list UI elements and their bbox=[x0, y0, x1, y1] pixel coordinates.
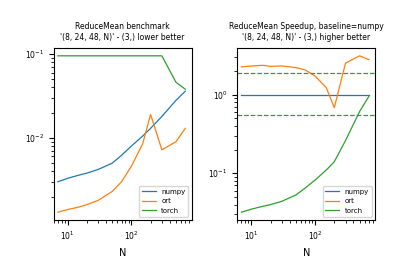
ort bbox=[313, 74, 318, 78]
torch bbox=[56, 54, 60, 57]
X-axis label: N: N bbox=[119, 248, 126, 258]
Line: torch: torch bbox=[242, 96, 369, 212]
ort bbox=[357, 54, 362, 57]
numpy bbox=[76, 173, 81, 177]
torch bbox=[160, 54, 164, 57]
ort bbox=[96, 199, 100, 202]
torch bbox=[343, 139, 348, 142]
torch bbox=[260, 205, 265, 208]
numpy bbox=[129, 144, 134, 148]
ort bbox=[249, 64, 254, 68]
Legend: numpy, ort, torch: numpy, ort, torch bbox=[323, 186, 372, 217]
numpy bbox=[279, 93, 284, 96]
ort bbox=[260, 64, 265, 67]
numpy bbox=[343, 93, 348, 96]
torch bbox=[65, 54, 70, 57]
numpy bbox=[174, 99, 178, 102]
numpy bbox=[140, 134, 145, 138]
ort bbox=[279, 64, 284, 68]
ort bbox=[366, 58, 371, 61]
ort bbox=[343, 62, 348, 65]
ort bbox=[110, 190, 115, 193]
numpy bbox=[324, 93, 329, 96]
torch bbox=[183, 88, 188, 91]
torch bbox=[119, 54, 124, 57]
numpy bbox=[110, 162, 115, 165]
torch bbox=[96, 54, 100, 57]
ort bbox=[140, 142, 145, 146]
ort bbox=[324, 86, 329, 89]
Legend: numpy, ort, torch: numpy, ort, torch bbox=[139, 186, 188, 217]
Title: ReduceMean benchmark
'(8, 24, 48, N)' - (3,) lower better: ReduceMean benchmark '(8, 24, 48, N)' - … bbox=[60, 22, 185, 42]
numpy bbox=[357, 93, 362, 96]
numpy bbox=[119, 154, 124, 157]
numpy bbox=[239, 93, 244, 96]
torch bbox=[76, 54, 81, 57]
Line: numpy: numpy bbox=[58, 91, 185, 182]
torch bbox=[332, 160, 337, 164]
ort bbox=[148, 113, 153, 116]
torch bbox=[140, 54, 145, 57]
numpy bbox=[268, 93, 273, 96]
torch bbox=[148, 54, 153, 57]
torch bbox=[357, 110, 362, 113]
numpy bbox=[148, 127, 153, 130]
torch bbox=[279, 200, 284, 203]
torch bbox=[129, 54, 134, 57]
ort bbox=[119, 180, 124, 183]
numpy bbox=[56, 180, 60, 183]
ort bbox=[76, 205, 81, 209]
ort bbox=[239, 65, 244, 69]
numpy bbox=[260, 93, 265, 96]
ort bbox=[84, 203, 89, 206]
numpy bbox=[65, 177, 70, 180]
ort bbox=[303, 68, 308, 72]
ort bbox=[56, 211, 60, 214]
Title: ReduceMean Speedup, baseline=numpy
'(8, 24, 48, N)' - (3,) higher better: ReduceMean Speedup, baseline=numpy '(8, … bbox=[229, 22, 384, 42]
torch bbox=[303, 186, 308, 190]
numpy bbox=[96, 168, 100, 171]
numpy bbox=[332, 93, 337, 96]
ort bbox=[294, 66, 298, 69]
numpy bbox=[249, 93, 254, 96]
torch bbox=[239, 211, 244, 214]
numpy bbox=[303, 93, 308, 96]
Line: torch: torch bbox=[58, 56, 185, 89]
Line: ort: ort bbox=[242, 56, 369, 108]
ort bbox=[268, 65, 273, 68]
ort bbox=[160, 148, 164, 151]
numpy bbox=[84, 171, 89, 175]
ort bbox=[183, 127, 188, 130]
torch bbox=[294, 193, 298, 197]
ort bbox=[129, 164, 134, 168]
torch bbox=[324, 168, 329, 172]
ort bbox=[332, 106, 337, 109]
torch bbox=[366, 95, 371, 98]
torch bbox=[249, 207, 254, 211]
X-axis label: N: N bbox=[302, 248, 310, 258]
ort bbox=[174, 140, 178, 143]
numpy bbox=[160, 115, 164, 118]
ort bbox=[65, 208, 70, 211]
numpy bbox=[313, 93, 318, 96]
torch bbox=[313, 178, 318, 182]
torch bbox=[110, 54, 115, 57]
numpy bbox=[294, 93, 298, 96]
numpy bbox=[183, 90, 188, 93]
Line: ort: ort bbox=[58, 115, 185, 212]
torch bbox=[84, 54, 89, 57]
torch bbox=[268, 203, 273, 206]
torch bbox=[174, 81, 178, 84]
numpy bbox=[366, 93, 371, 96]
